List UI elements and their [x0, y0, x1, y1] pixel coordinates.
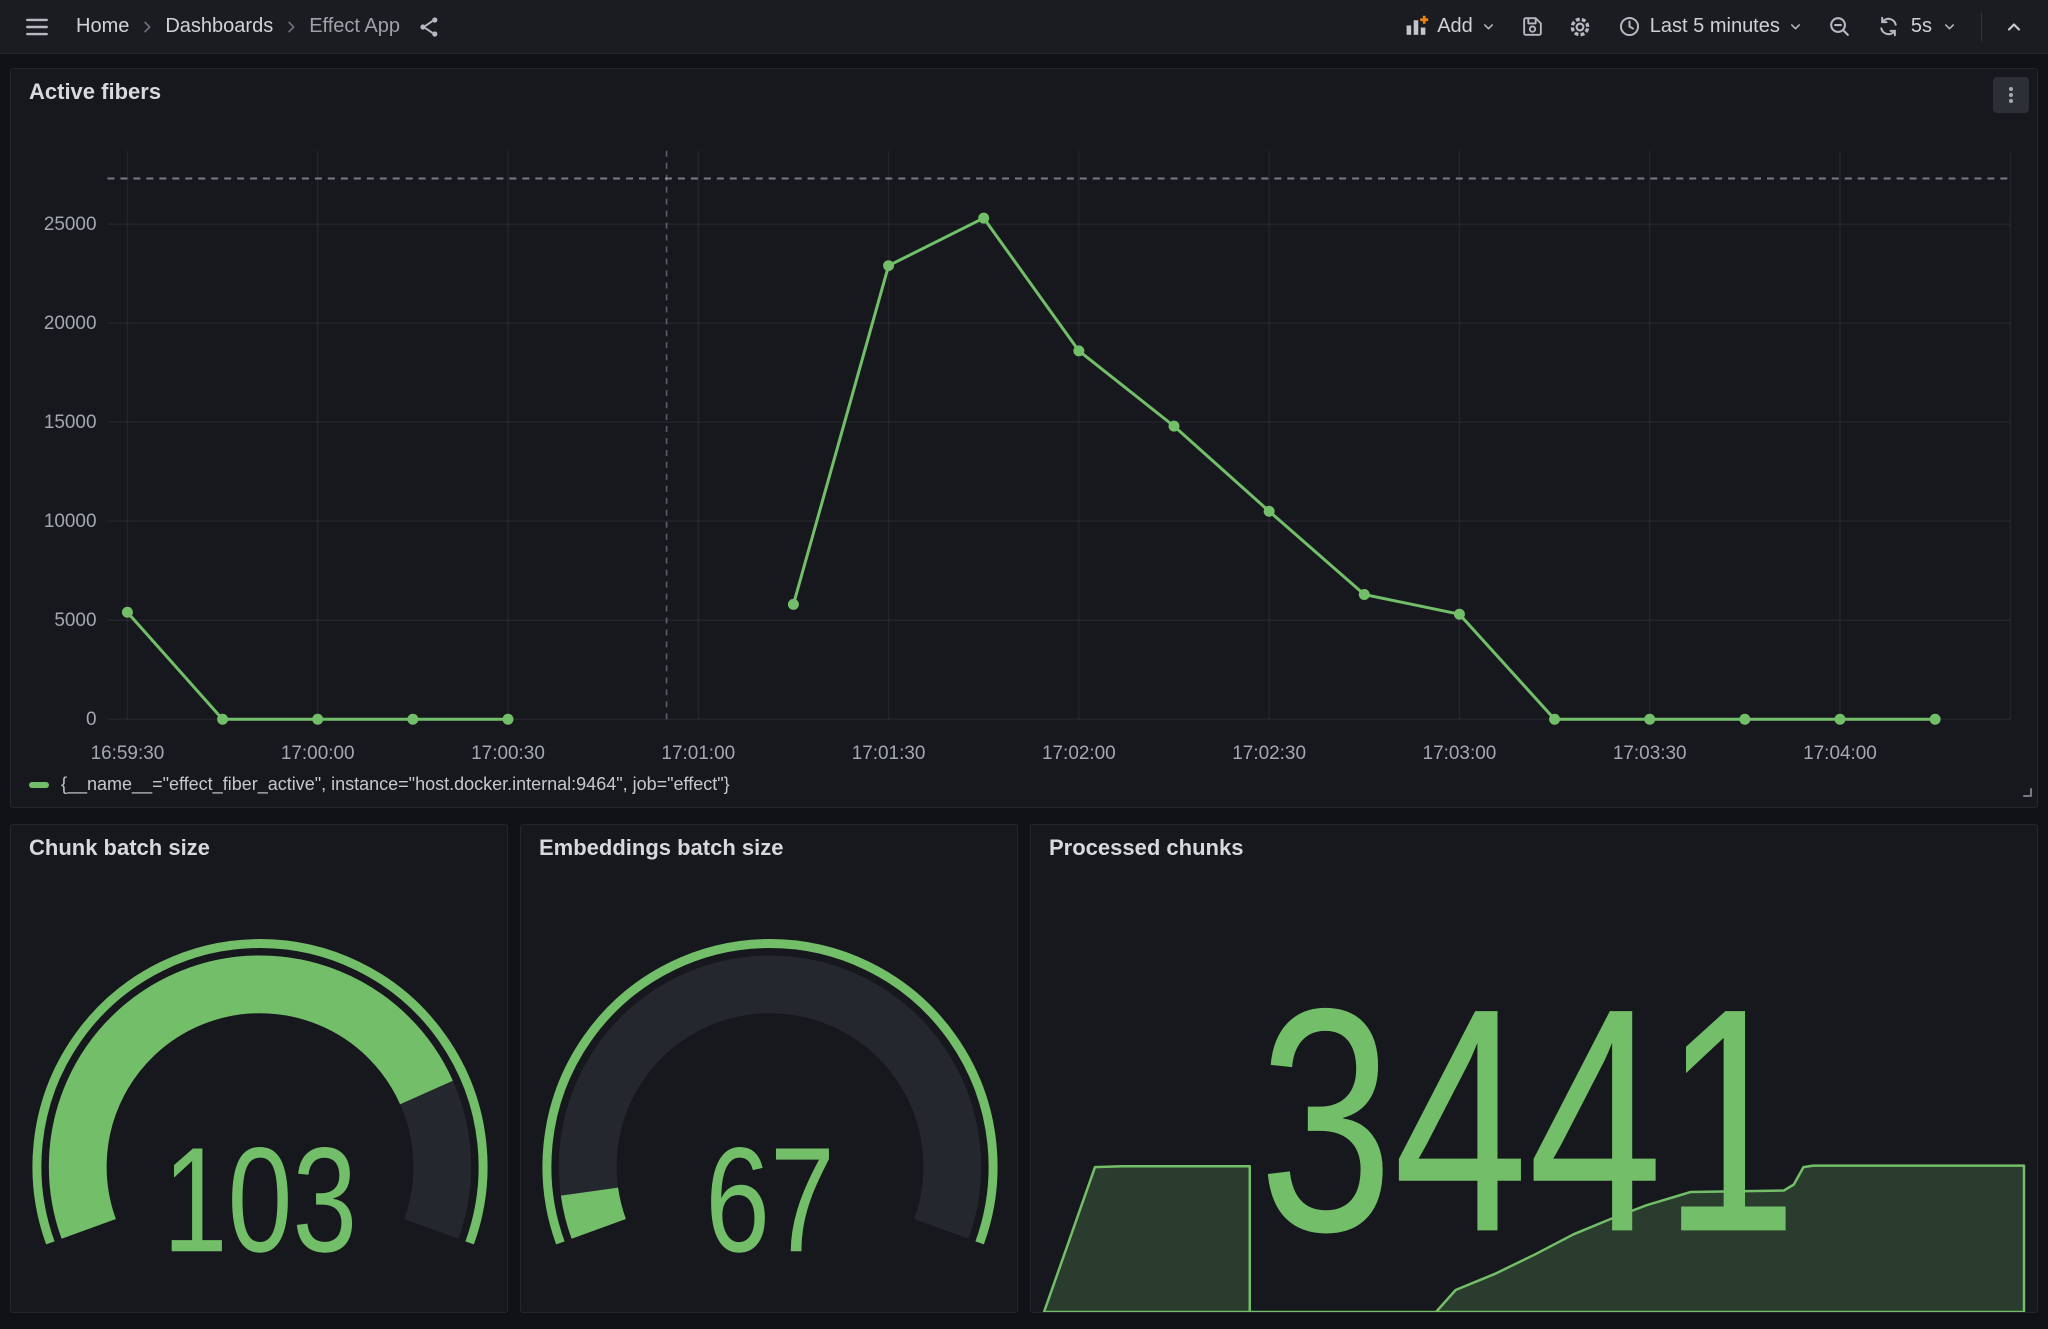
- svg-text:17:00:30: 17:00:30: [471, 743, 545, 764]
- gear-icon: [1567, 14, 1593, 40]
- svg-text:17:03:00: 17:03:00: [1423, 743, 1497, 764]
- svg-text:17:02:30: 17:02:30: [1232, 743, 1306, 764]
- collapse-toolbar-button[interactable]: [1998, 11, 2030, 43]
- add-button[interactable]: Add: [1396, 8, 1504, 45]
- chevron-down-icon: [1788, 19, 1803, 34]
- chevron-down-icon: [1942, 19, 1957, 34]
- breadcrumb-current-dashboard[interactable]: Effect App: [303, 11, 406, 42]
- breadcrumb: Home Dashboards Effect App: [70, 11, 406, 42]
- share-icon: [418, 15, 442, 39]
- svg-text:16:59:30: 16:59:30: [91, 743, 165, 764]
- chunk-batch-gauge: 103: [32, 939, 488, 1284]
- panel-title-chunk-batch-size[interactable]: Chunk batch size: [29, 835, 210, 860]
- svg-text:17:01:00: 17:01:00: [661, 743, 735, 764]
- svg-text:10000: 10000: [44, 511, 97, 532]
- svg-text:17:01:30: 17:01:30: [852, 743, 926, 764]
- panel-title-active-fibers[interactable]: Active fibers: [29, 79, 162, 104]
- panel-menu-button[interactable]: [1993, 77, 2029, 113]
- panel-title-embeddings-batch-size[interactable]: Embeddings batch size: [539, 835, 784, 860]
- dashboard-settings-button[interactable]: [1561, 8, 1599, 46]
- svg-text:15000: 15000: [44, 412, 97, 433]
- panel-active-fibers: 16:59:30 17:00:00 17:00:30 17:01:00 17:01:30…: [10, 68, 2038, 808]
- panel-chunk-batch-size: 103 Chunk batch size: [10, 824, 508, 1313]
- breadcrumb-home[interactable]: Home: [70, 11, 135, 42]
- svg-text:5000: 5000: [54, 610, 96, 631]
- svg-text:17:02:00: 17:02:00: [1042, 743, 1116, 764]
- zoom-out-time-button[interactable]: [1821, 8, 1858, 45]
- hamburger-menu-icon: [24, 14, 50, 40]
- refresh-icon: [1876, 14, 1901, 39]
- chevron-right-icon: [283, 19, 299, 35]
- kebab-menu-icon: [2000, 84, 2022, 106]
- refresh-button[interactable]: 5s: [1868, 8, 1965, 45]
- add-button-label: Add: [1437, 15, 1473, 37]
- processed-chunks-stat: 3441: [1042, 942, 2026, 1312]
- active-fibers-chart: 16:59:30 17:00:00 17:00:30 17:01:00 17:01:30…: [44, 150, 2012, 764]
- svg-text:17:00:00: 17:00:00: [281, 743, 355, 764]
- save-dashboard-button[interactable]: [1514, 8, 1551, 45]
- svg-text:103: 103: [163, 1117, 357, 1283]
- svg-text:17:03:30: 17:03:30: [1613, 743, 1687, 764]
- legend-item-effect-fiber-active[interactable]: {__name__="effect_fiber_active", instanc…: [29, 774, 730, 795]
- panel-processed-chunks: 3441 Processed chunks: [1030, 824, 2038, 1313]
- svg-text:3441: 3441: [1259, 942, 1798, 1298]
- chevron-down-icon: [1481, 19, 1496, 34]
- panel-embeddings-batch-size: 67 Embeddings batch size: [520, 824, 1018, 1313]
- time-range-label: Last 5 minutes: [1649, 15, 1780, 37]
- time-range-picker[interactable]: Last 5 minutes: [1609, 8, 1811, 45]
- save-icon: [1520, 14, 1545, 39]
- chevron-up-icon: [2004, 17, 2024, 37]
- embeddings-batch-gauge: 67: [542, 939, 998, 1284]
- zoom-out-icon: [1827, 14, 1852, 39]
- share-button[interactable]: [412, 9, 448, 45]
- add-panel-icon: [1404, 14, 1429, 39]
- panel-title-processed-chunks[interactable]: Processed chunks: [1049, 835, 1244, 860]
- svg-text:25000: 25000: [44, 214, 97, 235]
- svg-text:20000: 20000: [44, 313, 97, 334]
- legend-series-label: {__name__="effect_fiber_active", instanc…: [61, 774, 730, 794]
- menu-toggle-button[interactable]: [18, 8, 56, 46]
- toolbar-divider: [1981, 12, 1982, 41]
- refresh-interval-label: 5s: [1910, 15, 1932, 37]
- clock-icon: [1617, 14, 1642, 39]
- svg-text:67: 67: [705, 1117, 835, 1283]
- svg-text:17:04:00: 17:04:00: [1803, 743, 1877, 764]
- svg-text:0: 0: [86, 709, 97, 730]
- legend-series-swatch: [29, 781, 49, 788]
- chevron-right-icon: [139, 19, 155, 35]
- breadcrumb-dashboards[interactable]: Dashboards: [159, 11, 279, 42]
- top-nav: Home Dashboards Effect App: [0, 0, 2048, 54]
- panel-resize-handle[interactable]: [2018, 783, 2034, 804]
